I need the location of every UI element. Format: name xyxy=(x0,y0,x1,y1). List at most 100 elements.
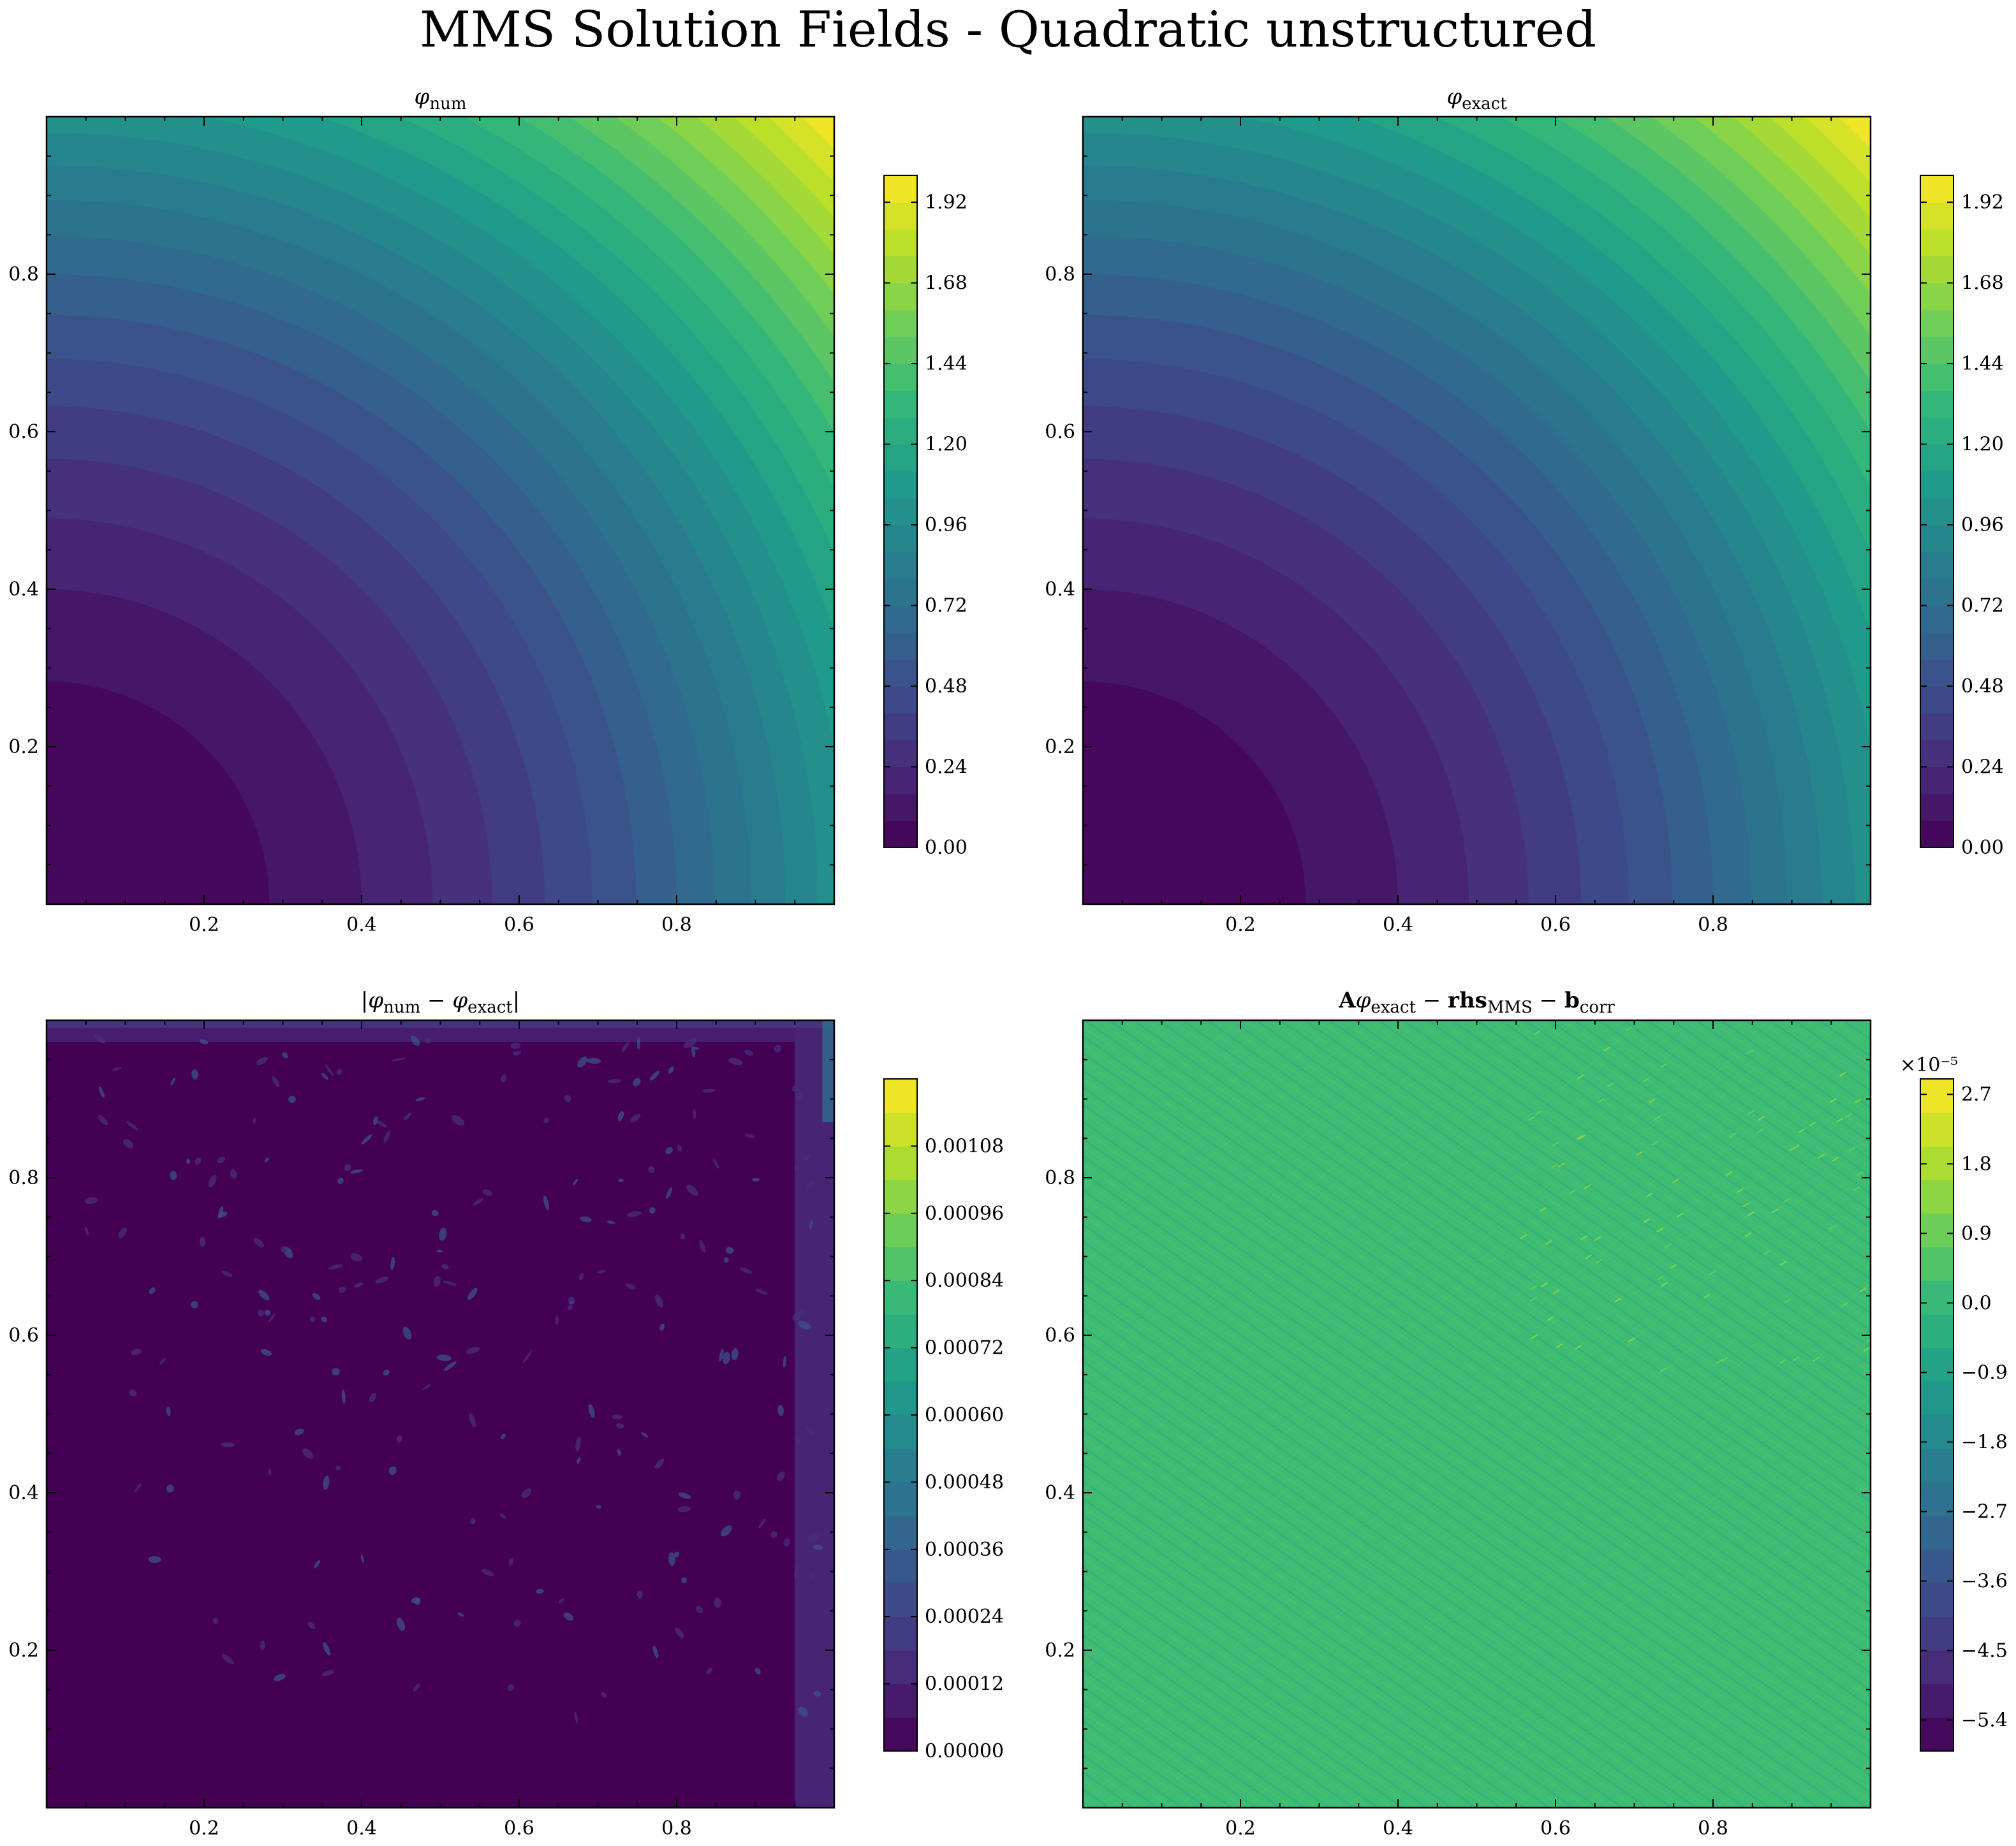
error-speckle xyxy=(221,1654,235,1665)
y-tick-label: 0.8 xyxy=(1045,263,1075,286)
error-speckle xyxy=(558,1598,564,1604)
error-speckle xyxy=(794,1564,798,1579)
colorbar-band xyxy=(884,1381,917,1416)
error-speckle xyxy=(677,1145,682,1152)
error-speckle xyxy=(512,1051,522,1056)
residual-speckle xyxy=(1854,1098,1862,1104)
error-speckle xyxy=(466,1347,480,1354)
error-speckle xyxy=(388,1466,397,1476)
error-speckle xyxy=(282,1052,288,1059)
error-speckle xyxy=(373,1116,378,1125)
colorbar-band xyxy=(884,229,917,257)
residual-speckle xyxy=(1595,1259,1603,1264)
error-speckle xyxy=(469,1413,476,1428)
error-speckle xyxy=(260,1349,272,1356)
colorbar-tick-label: 1.44 xyxy=(1961,353,2004,375)
error-speckle xyxy=(482,1189,493,1196)
error-speckle xyxy=(806,1534,820,1542)
x-tick-label: 0.6 xyxy=(1540,1817,1571,1840)
error-speckle xyxy=(706,1667,713,1674)
colorbar-tick-label: 0.96 xyxy=(1961,514,2004,536)
colorbar-band xyxy=(1920,1112,1953,1146)
colorbar-tick-label: 0.24 xyxy=(925,756,968,779)
colorbar-band xyxy=(884,497,917,525)
error-speckle xyxy=(777,1471,785,1481)
error-speckle xyxy=(221,1442,235,1447)
error-speckle xyxy=(740,1267,753,1274)
error-speckle xyxy=(376,1120,387,1128)
error-speckle xyxy=(805,1425,814,1435)
error-speckle xyxy=(264,1309,271,1316)
colorbar-band xyxy=(884,1616,917,1651)
error-speckle xyxy=(257,1309,265,1317)
colorbar-band xyxy=(884,1482,917,1516)
error-speckle xyxy=(274,1673,286,1681)
error-speckle xyxy=(792,1310,805,1321)
colorbar-band xyxy=(884,793,917,821)
colorbar-band xyxy=(884,1347,917,1382)
colorbar-band xyxy=(884,1683,917,1718)
error-speckle xyxy=(441,1264,449,1270)
colorbar-band xyxy=(1920,820,1953,848)
error-speckle xyxy=(543,1117,549,1124)
y-tick-label: 0.4 xyxy=(8,578,39,601)
error-speckle xyxy=(794,1164,800,1172)
colorbar-band xyxy=(1920,659,1953,687)
colorbar-band xyxy=(884,1314,917,1349)
residual-speckle xyxy=(1853,1186,1861,1192)
error-speckle xyxy=(500,1433,506,1439)
error-speckle xyxy=(597,1270,606,1273)
error-speckle xyxy=(353,1282,364,1288)
colorbar-band xyxy=(884,820,917,848)
colorbar-tick-label: 0.00060 xyxy=(925,1404,1004,1426)
colorbar-band xyxy=(1920,552,1953,579)
colorbar-band xyxy=(1920,1650,1953,1685)
error-speckle xyxy=(673,1551,680,1558)
x-tick-label: 0.2 xyxy=(1225,914,1256,936)
colorbar-band xyxy=(1920,686,1953,714)
error-speckle xyxy=(616,1423,624,1429)
error-speckle xyxy=(436,1354,452,1361)
error-speckle xyxy=(630,1113,641,1123)
error-speckle xyxy=(745,1133,755,1138)
colorbar-band xyxy=(1920,1381,1953,1416)
heatmap-field xyxy=(1083,1020,1871,1808)
colorbar-band xyxy=(884,390,917,418)
error-speckle xyxy=(809,1572,815,1581)
residual-speckle xyxy=(1654,1115,1662,1120)
error-speckle xyxy=(636,1036,640,1050)
colorbar-band xyxy=(1920,229,1953,257)
error-speckle xyxy=(665,1187,673,1199)
heatmap-field xyxy=(47,117,834,904)
error-speckle xyxy=(617,1449,621,1456)
colorbar-band xyxy=(884,552,917,579)
error-speckle xyxy=(217,1157,226,1164)
error-speckle xyxy=(564,1094,571,1102)
colorbar-band xyxy=(884,417,917,445)
colorbar-frame xyxy=(1920,175,1954,848)
error-speckle xyxy=(170,1171,177,1180)
colorbar-tick-label: 0.00108 xyxy=(925,1135,1004,1157)
colorbar-tick-label: 0.00 xyxy=(925,837,968,859)
error-speckle xyxy=(200,1236,206,1247)
contour-band xyxy=(47,681,270,904)
residual-speckle xyxy=(1614,1297,1622,1303)
colorbar-band xyxy=(884,686,917,714)
error-speckle xyxy=(774,1044,781,1053)
error-speckle xyxy=(636,1590,643,1599)
error-speckle xyxy=(499,1513,506,1519)
x-tick-label: 0.8 xyxy=(1698,914,1728,936)
error-speckle xyxy=(323,1476,330,1490)
colorbar-band xyxy=(1920,766,1953,795)
colorbar-band xyxy=(884,471,917,499)
residual-speckle xyxy=(1809,1121,1817,1127)
residual-speckle xyxy=(1584,1184,1591,1189)
error-speckle xyxy=(191,1069,198,1080)
residual-speckle xyxy=(1557,1162,1565,1168)
error-speckle xyxy=(341,1389,346,1404)
error-speckle xyxy=(791,1085,798,1092)
error-speckle xyxy=(186,1159,191,1164)
colorbar-band xyxy=(1920,175,1953,203)
error-speckle xyxy=(126,1121,138,1131)
